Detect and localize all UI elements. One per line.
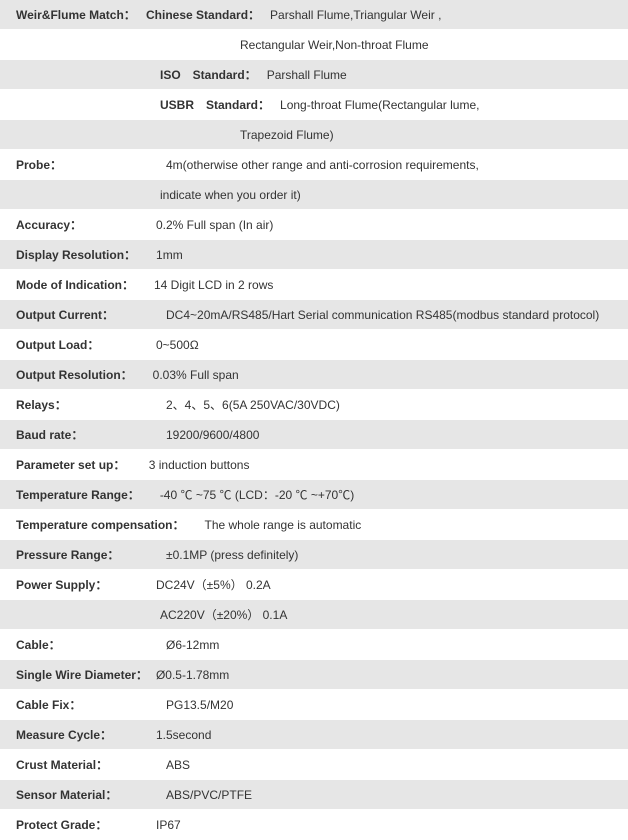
row-value: Trapezoid Flume) [240,128,334,142]
row-value: -40 ℃ ~75 ℃ (LCD：-20 ℃ ~+70℃) [148,486,354,503]
row-label: Temperature Range： [16,486,148,503]
spec-row-17: Temperature compensation： The whole rang… [0,510,628,540]
row-label: Accuracy： [16,216,156,233]
row-label: Output Resolution： [16,366,141,383]
row-value: PG13.5/M20 [166,698,233,712]
row-value: Long-throat Flume(Rectangular lume, [280,98,479,112]
spec-row-8: Display Resolution： 1mm [0,240,628,270]
row-label: Temperature compensation： [16,516,192,533]
spec-row-11: Output Load：0~500Ω [0,330,628,360]
row-value: 19200/9600/4800 [166,428,259,442]
row-value: 0.2% Full span (In air) [156,218,273,232]
spec-row-9: Mode of Indication： 14 Digit LCD in 2 ro… [0,270,628,300]
row-sublabel: USBR Standard： [160,96,280,113]
row-value: 3 induction buttons [133,456,249,473]
spec-row-20: AC220V（±20%） 0.1A [0,600,628,630]
row-value: The whole range is automatic [192,516,361,533]
spec-row-4: Trapezoid Flume) [0,120,628,150]
spec-row-5: Probe：4m(otherwise other range and anti-… [0,150,628,180]
spec-row-1: Rectangular Weir,Non-throat Flume [0,30,628,60]
row-value: 1mm [144,246,183,263]
spec-row-19: Power Supply：DC24V（±5%） 0.2A [0,570,628,600]
row-value: 0~500Ω [156,338,199,352]
spec-row-13: Relays：2、4、5、6(5A 250VAC/30VDC) [0,390,628,420]
spec-row-27: Protect Grade： IP67 [0,810,628,840]
row-label: Sensor Material： [16,786,166,803]
spec-row-26: Sensor Material： ABS/PVC/PTFE [0,780,628,810]
row-value: ABS [166,758,190,772]
row-label: Cable： [16,636,166,653]
spec-row-6: indicate when you order it) [0,180,628,210]
row-value: 2、4、5、6(5A 250VAC/30VDC) [166,396,340,413]
row-value: AC220V（±20%） 0.1A [160,606,287,623]
spec-row-23: Cable Fix：PG13.5/M20 [0,690,628,720]
row-value: 14 Digit LCD in 2 rows [142,276,273,293]
spec-row-22: Single Wire Diameter： Ø0.5-1.78mm [0,660,628,690]
row-value: DC4~20mA/RS485/Hart Serial communication… [166,308,599,322]
spec-row-15: Parameter set up： 3 induction buttons [0,450,628,480]
row-label: Output Load： [16,336,156,353]
row-label: Power Supply： [16,576,156,593]
row-label: Single Wire Diameter： [16,666,156,683]
spec-row-16: Temperature Range： -40 ℃ ~75 ℃ (LCD：-20 … [0,480,628,510]
row-value: Parshall Flume [267,68,347,82]
row-value: Ø0.5-1.78mm [156,668,229,682]
row-label: Crust Material： [16,756,166,773]
row-label: Cable Fix： [16,696,166,713]
row-value: ±0.1MP (press definitely) [166,548,298,562]
row-value: 0.03% Full span [141,366,239,383]
spec-row-18: Pressure Range： ±0.1MP (press definitely… [0,540,628,570]
row-value: 4m(otherwise other range and anti-corros… [166,158,479,172]
spec-row-24: Measure Cycle： 1.5second [0,720,628,750]
spec-row-7: Accuracy：0.2% Full span (In air) [0,210,628,240]
row-value: Parshall Flume,Triangular Weir , [270,8,441,22]
row-value: 1.5second [156,728,211,742]
row-value: indicate when you order it) [160,188,301,202]
row-value: Rectangular Weir,Non-throat Flume [240,38,429,52]
spec-row-12: Output Resolution： 0.03% Full span [0,360,628,390]
row-label: Weir&Flume Match： [16,6,146,23]
row-label: Relays： [16,396,166,413]
row-sublabel: Chinese Standard： [146,6,270,23]
row-label: Baud rate： [16,426,166,443]
spec-row-14: Baud rate：19200/9600/4800 [0,420,628,450]
spec-row-2: ISO Standard：Parshall Flume [0,60,628,90]
spec-row-25: Crust Material： ABS [0,750,628,780]
row-label: Parameter set up： [16,456,133,473]
row-label: Mode of Indication： [16,276,142,293]
row-label: Pressure Range： [16,546,166,563]
spec-row-3: USBR Standard：Long-throat Flume(Rectangu… [0,90,628,120]
row-label: Probe： [16,156,166,173]
row-sublabel: ISO Standard： [160,66,267,83]
row-value: IP67 [156,818,181,832]
spec-table: Weir&Flume Match：Chinese Standard：Parsha… [0,0,628,840]
spec-row-21: Cable：Ø6-12mm [0,630,628,660]
row-value: ABS/PVC/PTFE [166,788,252,802]
row-label: Display Resolution： [16,246,144,263]
row-label: Measure Cycle： [16,726,156,743]
row-label: Output Current： [16,306,166,323]
spec-row-0: Weir&Flume Match：Chinese Standard：Parsha… [0,0,628,30]
row-label: Protect Grade： [16,816,156,833]
spec-row-10: Output Current：DC4~20mA/RS485/Hart Seria… [0,300,628,330]
row-value: DC24V（±5%） 0.2A [156,576,271,593]
row-value: Ø6-12mm [166,638,219,652]
